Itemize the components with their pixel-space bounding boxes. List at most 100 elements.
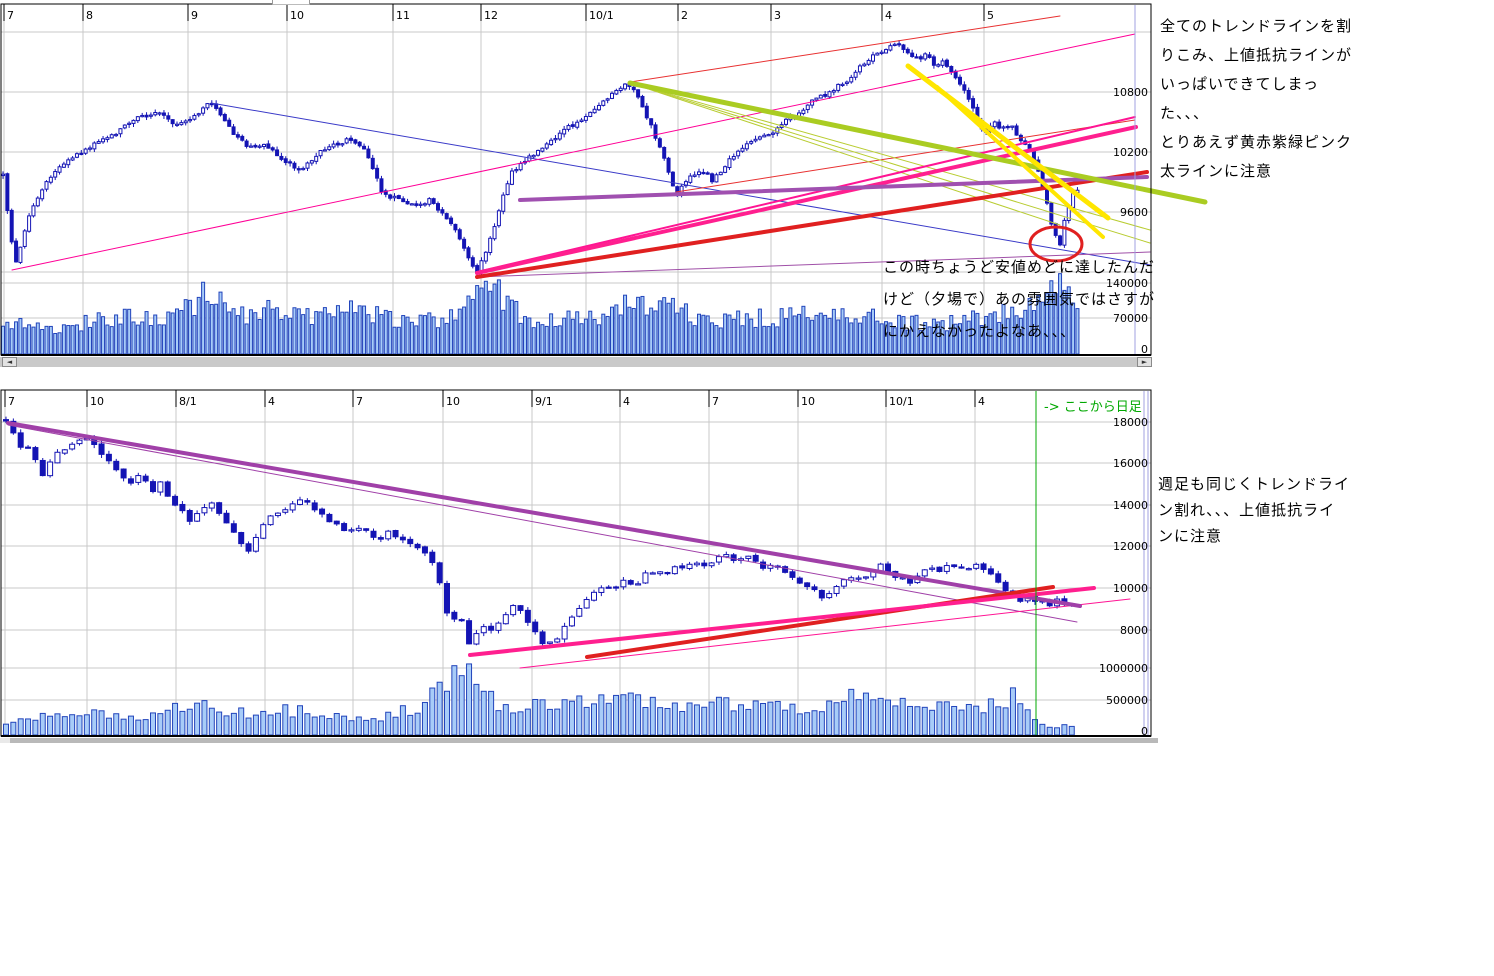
candle-up (262, 143, 266, 148)
candle-up (66, 159, 71, 166)
x-axis-label: 4 (885, 9, 892, 22)
candle-up (188, 119, 193, 122)
candle-down (186, 510, 193, 522)
volume-bar (943, 701, 950, 736)
volume-bar (583, 318, 588, 355)
candle-up (267, 515, 274, 526)
y-axis-label: 0 (1141, 725, 1148, 738)
volume-bar (657, 707, 664, 736)
candle-down (292, 162, 297, 169)
trendline-pink-long[interactable] (11, 33, 1136, 271)
volume-bar (774, 700, 781, 736)
candle-down (451, 611, 458, 620)
volume-bar (480, 690, 487, 736)
volume-bar (598, 694, 605, 736)
trendline-yellow-b[interactable] (935, 85, 1105, 239)
volume-bar (614, 304, 619, 355)
volume-bar (483, 280, 488, 355)
low-highlight-circle[interactable] (1028, 225, 1084, 263)
candle-up (862, 63, 867, 67)
trendline-purple-thick[interactable] (6, 421, 1082, 608)
volume-bar (172, 702, 179, 736)
volume-bar (705, 315, 710, 355)
candle-up (561, 625, 568, 640)
candle-up (83, 148, 88, 154)
candle-down (170, 119, 175, 125)
volume-bar (885, 699, 891, 736)
volume-bar (223, 715, 230, 736)
volume-bar (92, 321, 97, 355)
volume-bar (227, 311, 232, 355)
candle-down (375, 167, 380, 179)
trendline-purple-thin[interactable] (7, 424, 1078, 623)
volume-bar (231, 308, 236, 355)
daily-chart-scrollbar-track[interactable] (0, 357, 1152, 367)
volume-bar (17, 718, 24, 736)
trendline-pink-nov-thin[interactable] (476, 116, 1136, 273)
trendline-green-thick[interactable] (627, 80, 1208, 205)
candle-up (488, 237, 493, 253)
candle-down (98, 443, 105, 455)
candle-down (752, 554, 759, 562)
volume-bar (305, 308, 310, 355)
volume-bar (810, 319, 815, 355)
candle-up (385, 530, 392, 540)
y-axis-label: 8000 (1120, 624, 1148, 637)
trendline-red-mid[interactable] (675, 119, 1136, 193)
scrollbar-right-arrow-button[interactable]: ► (1137, 357, 1152, 367)
trendline-magenta-thin[interactable] (519, 598, 1131, 669)
volume-bar (79, 330, 84, 355)
candle-down (326, 513, 333, 523)
candle-up (686, 563, 693, 569)
volume-bar (270, 308, 275, 355)
volume-bar (784, 318, 788, 355)
candle-up (257, 145, 262, 148)
candle-down (436, 203, 440, 211)
candle-down (1049, 202, 1054, 225)
candle-up (753, 138, 758, 142)
trendline-green-a[interactable] (629, 82, 1151, 231)
scrollbar-left-arrow-button[interactable]: ◄ (2, 357, 17, 367)
y-axis-label: 70000 (1113, 312, 1148, 325)
volume-bar (591, 703, 597, 736)
volume-bar (366, 314, 371, 355)
volume-bar (561, 699, 568, 736)
trendline-pink-thick[interactable] (468, 586, 1096, 657)
candle-up (1, 173, 5, 177)
volume-bar (355, 716, 362, 736)
candle-up (592, 108, 597, 114)
volume-bar (701, 314, 706, 355)
trendline-blue[interactable] (210, 102, 1151, 266)
candle-down (349, 137, 353, 141)
y-axis-label: 10200 (1113, 146, 1148, 159)
trendline-red-thick[interactable] (475, 170, 1149, 279)
candle-up (744, 143, 749, 150)
volume-bar (840, 700, 847, 736)
volume-bar (496, 279, 501, 355)
x-axis-label: 7 (8, 395, 15, 408)
x-axis-label: 11 (396, 9, 410, 22)
volume-bar (583, 706, 590, 736)
volume-bar (238, 707, 245, 736)
trendline-red-thick[interactable] (585, 585, 1055, 659)
candle-down (120, 468, 127, 479)
trendline-red-upper[interactable] (629, 15, 1061, 83)
volume-bar (605, 702, 612, 736)
candle-down (296, 168, 301, 171)
y-axis-label: 12000 (1113, 540, 1148, 553)
volume-bar (70, 325, 75, 355)
volume-bar (379, 314, 384, 355)
candle-up (348, 529, 355, 532)
volume-bar (664, 707, 671, 736)
candle-down (1014, 125, 1019, 136)
trendline-green-c[interactable] (629, 82, 1061, 226)
trendline-green-b[interactable] (629, 82, 1151, 244)
volume-bar (536, 321, 541, 355)
candle-up (109, 134, 114, 139)
annotation-line: とりあえず黄赤紫緑ピンク (1160, 133, 1353, 151)
volume-bar (855, 699, 862, 736)
volume-bar (736, 310, 741, 355)
candle-up (148, 114, 153, 117)
trendline-pink-thick[interactable] (475, 125, 1138, 275)
